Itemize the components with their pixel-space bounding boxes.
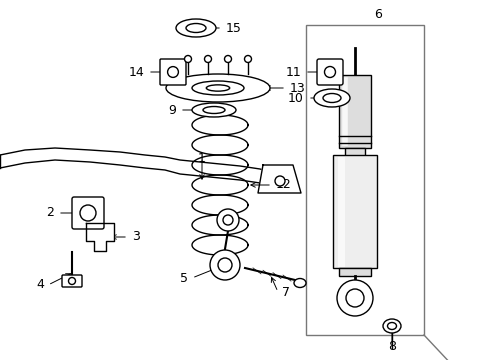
Bar xyxy=(305,25,423,335)
Polygon shape xyxy=(86,223,114,251)
Text: 2: 2 xyxy=(46,207,54,220)
Text: 13: 13 xyxy=(289,81,305,94)
Ellipse shape xyxy=(244,55,251,63)
Text: 9: 9 xyxy=(168,104,176,117)
Ellipse shape xyxy=(346,289,363,307)
Ellipse shape xyxy=(313,89,349,107)
Ellipse shape xyxy=(176,19,216,37)
Ellipse shape xyxy=(217,209,239,231)
FancyBboxPatch shape xyxy=(62,275,82,287)
Ellipse shape xyxy=(223,215,232,225)
Text: 6: 6 xyxy=(373,8,381,21)
Ellipse shape xyxy=(204,55,211,63)
Ellipse shape xyxy=(185,23,205,32)
Ellipse shape xyxy=(165,74,269,102)
Bar xyxy=(332,155,376,268)
Text: 4: 4 xyxy=(36,279,44,292)
Ellipse shape xyxy=(192,103,236,117)
Text: 7: 7 xyxy=(282,285,289,298)
Ellipse shape xyxy=(209,250,240,280)
Ellipse shape xyxy=(206,85,229,91)
Ellipse shape xyxy=(224,55,231,63)
Text: 14: 14 xyxy=(128,66,143,78)
Text: 11: 11 xyxy=(285,66,301,78)
Ellipse shape xyxy=(203,107,224,113)
Bar xyxy=(338,268,370,276)
Ellipse shape xyxy=(218,258,231,272)
Text: 12: 12 xyxy=(275,179,291,192)
Polygon shape xyxy=(258,165,301,193)
Text: 3: 3 xyxy=(132,230,140,243)
Ellipse shape xyxy=(323,94,340,103)
Ellipse shape xyxy=(293,279,305,288)
Text: 1: 1 xyxy=(198,152,205,165)
Ellipse shape xyxy=(386,323,396,329)
Text: 5: 5 xyxy=(180,271,187,284)
FancyBboxPatch shape xyxy=(160,59,185,85)
Ellipse shape xyxy=(382,319,400,333)
Ellipse shape xyxy=(80,205,96,221)
FancyBboxPatch shape xyxy=(72,197,104,229)
Text: 10: 10 xyxy=(287,91,304,104)
Ellipse shape xyxy=(68,278,75,284)
Ellipse shape xyxy=(167,67,178,77)
FancyBboxPatch shape xyxy=(316,59,342,85)
Ellipse shape xyxy=(274,176,285,186)
Ellipse shape xyxy=(336,280,372,316)
Text: 15: 15 xyxy=(225,22,242,35)
Bar xyxy=(345,148,364,156)
Ellipse shape xyxy=(184,55,191,63)
Bar xyxy=(338,75,370,148)
Ellipse shape xyxy=(324,67,335,77)
Ellipse shape xyxy=(192,81,244,95)
Text: 8: 8 xyxy=(387,339,395,352)
